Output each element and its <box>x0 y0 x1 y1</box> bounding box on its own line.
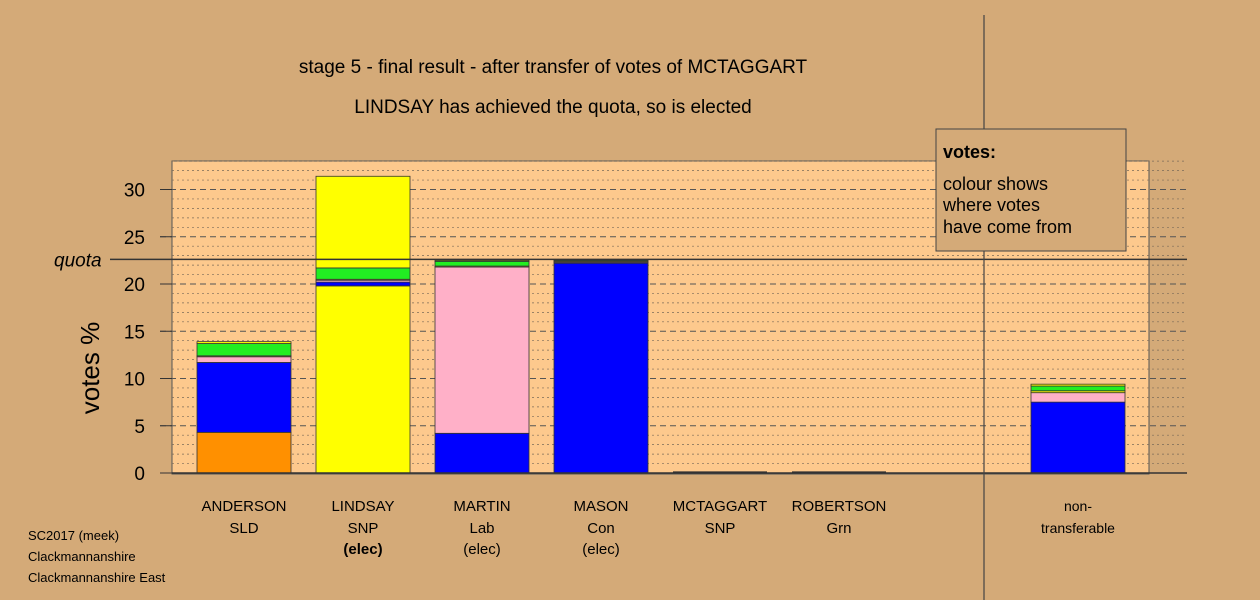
candidate-name-label: ROBERTSON <box>792 498 887 515</box>
party-label: SNP <box>705 520 736 537</box>
bar-segment-con <box>315 281 411 287</box>
bar-segment-snp <box>315 285 411 474</box>
y-tick-label: 25 <box>124 228 145 249</box>
bar-segment-lab <box>196 356 292 363</box>
candidate-name-label: non- <box>1064 498 1092 514</box>
footer-ward: Clackmannanshire East <box>28 570 166 585</box>
party-label: Lab <box>469 520 494 537</box>
bar-segment-con <box>196 362 292 433</box>
bar-segment-snp <box>434 259 530 262</box>
bar-segment-snp <box>315 175 411 269</box>
bar-segment-grn <box>1030 385 1126 392</box>
status-label: (elec) <box>463 541 501 558</box>
y-tick-label: 30 <box>124 181 145 202</box>
legend-line-2: where votes <box>942 195 1040 215</box>
y-axis-label: votes % <box>75 322 105 415</box>
bar-segment-lab <box>1030 392 1126 403</box>
legend-line-3: have come from <box>943 217 1072 237</box>
y-tick-label: 5 <box>134 417 145 438</box>
candidate-name-label: ANDERSON <box>201 498 286 515</box>
status-label: (elec) <box>582 541 620 558</box>
candidate-name-label: MARTIN <box>453 498 510 515</box>
x-axis-labels: ANDERSON SLD LINDSAY SNP (elec) MARTIN Lab (ele… <box>201 498 1115 558</box>
footer-election: SC2017 (meek) <box>28 528 119 543</box>
candidate-name-label: MCTAGGART <box>673 498 767 515</box>
party-label: SNP <box>348 520 379 537</box>
bar-segment-grn <box>434 260 530 267</box>
bar-segment-con <box>1030 401 1126 474</box>
bar-segment-con <box>553 262 649 474</box>
footer-council: Clackmannanshire <box>28 549 136 564</box>
bar-segment-snp <box>1030 383 1126 387</box>
legend-line-1: colour shows <box>943 174 1048 194</box>
bar-segment-snp <box>196 341 292 344</box>
y-tick-label: 20 <box>124 275 145 296</box>
legend-heading: votes: <box>943 142 996 162</box>
bar-segment-grn <box>315 267 411 280</box>
legend-box: votes: colour shows where votes have com… <box>935 128 1127 252</box>
quota-label: quota <box>54 250 102 271</box>
y-axis: 0 5 10 15 20 25 30 <box>124 181 172 485</box>
bar-segment-sld <box>196 431 292 474</box>
y-tick-label: 10 <box>124 370 145 391</box>
bars <box>196 175 1126 474</box>
bar-segment-con <box>434 432 530 474</box>
chart-title-line-1: stage 5 - final result - after transfer … <box>299 57 808 78</box>
party-label: Grn <box>826 520 851 537</box>
party-label: SLD <box>229 520 258 537</box>
party-label: transferable <box>1041 520 1115 536</box>
candidate-name-label: LINDSAY <box>331 498 394 515</box>
candidate-name-label: MASON <box>573 498 628 515</box>
bar-segment-grn <box>196 343 292 357</box>
y-tick-label: 0 <box>134 464 145 485</box>
bar-segment-lab <box>434 266 530 434</box>
chart-title-line-2: LINDSAY has achieved the quota, so is el… <box>354 97 752 118</box>
y-tick-label: 15 <box>124 322 145 343</box>
party-label: Con <box>587 520 615 537</box>
status-label: (elec) <box>343 541 382 558</box>
